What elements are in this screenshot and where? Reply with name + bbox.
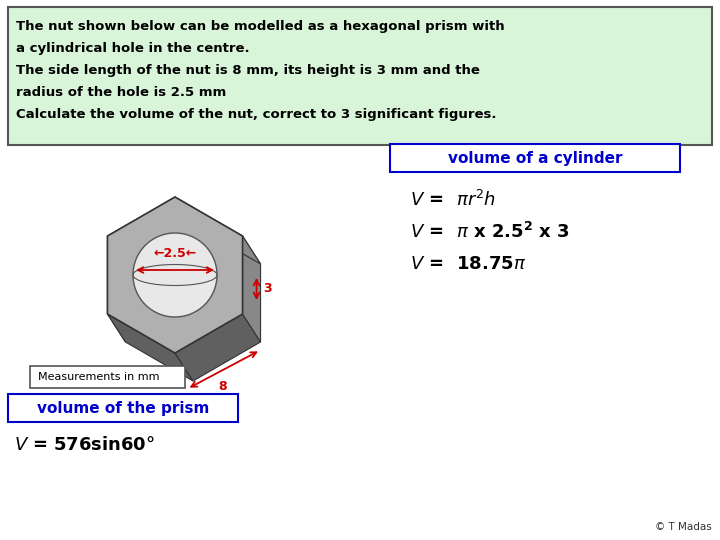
Text: a cylindrical hole in the centre.: a cylindrical hole in the centre. xyxy=(16,42,250,55)
Polygon shape xyxy=(175,197,261,264)
FancyBboxPatch shape xyxy=(390,144,680,172)
Text: © T Madas: © T Madas xyxy=(655,522,712,532)
FancyBboxPatch shape xyxy=(8,394,238,422)
FancyBboxPatch shape xyxy=(8,7,712,145)
Polygon shape xyxy=(243,236,261,342)
Text: Measurements in mm: Measurements in mm xyxy=(38,372,160,382)
Text: 3: 3 xyxy=(264,282,272,295)
Text: The nut shown below can be modelled as a hexagonal prism with: The nut shown below can be modelled as a… xyxy=(16,20,505,33)
Text: volume of a cylinder: volume of a cylinder xyxy=(448,151,622,165)
Text: $\mathit{V}$ =  $\pi$ x $\mathbf{2.5^2}$ x $\mathbf{3}$: $\mathit{V}$ = $\pi$ x $\mathbf{2.5^2}$ … xyxy=(410,222,570,242)
Polygon shape xyxy=(107,236,125,342)
Text: $\mathit{V}$ =  $\mathbf{18.75}\pi$: $\mathit{V}$ = $\mathbf{18.75}\pi$ xyxy=(410,255,526,273)
Text: volume of the prism: volume of the prism xyxy=(37,401,210,415)
Text: $\mathit{V}$ =  $\pi r^2 h$: $\mathit{V}$ = $\pi r^2 h$ xyxy=(410,190,496,210)
FancyBboxPatch shape xyxy=(30,366,185,388)
Text: 8: 8 xyxy=(218,380,227,393)
Text: Calculate the volume of the nut, correct to 3 significant figures.: Calculate the volume of the nut, correct… xyxy=(16,108,497,121)
Circle shape xyxy=(133,233,217,317)
Polygon shape xyxy=(107,197,193,264)
Polygon shape xyxy=(107,314,193,381)
Text: $\mathit{V}$ = $\mathbf{576sin60°}$: $\mathit{V}$ = $\mathbf{576sin60°}$ xyxy=(14,436,155,454)
Text: radius of the hole is 2.5 mm: radius of the hole is 2.5 mm xyxy=(16,86,226,99)
Text: The side length of the nut is 8 mm, its height is 3 mm and the: The side length of the nut is 8 mm, its … xyxy=(16,64,480,77)
Text: ←2.5←: ←2.5← xyxy=(153,247,197,260)
Polygon shape xyxy=(175,314,261,381)
Polygon shape xyxy=(107,197,243,353)
